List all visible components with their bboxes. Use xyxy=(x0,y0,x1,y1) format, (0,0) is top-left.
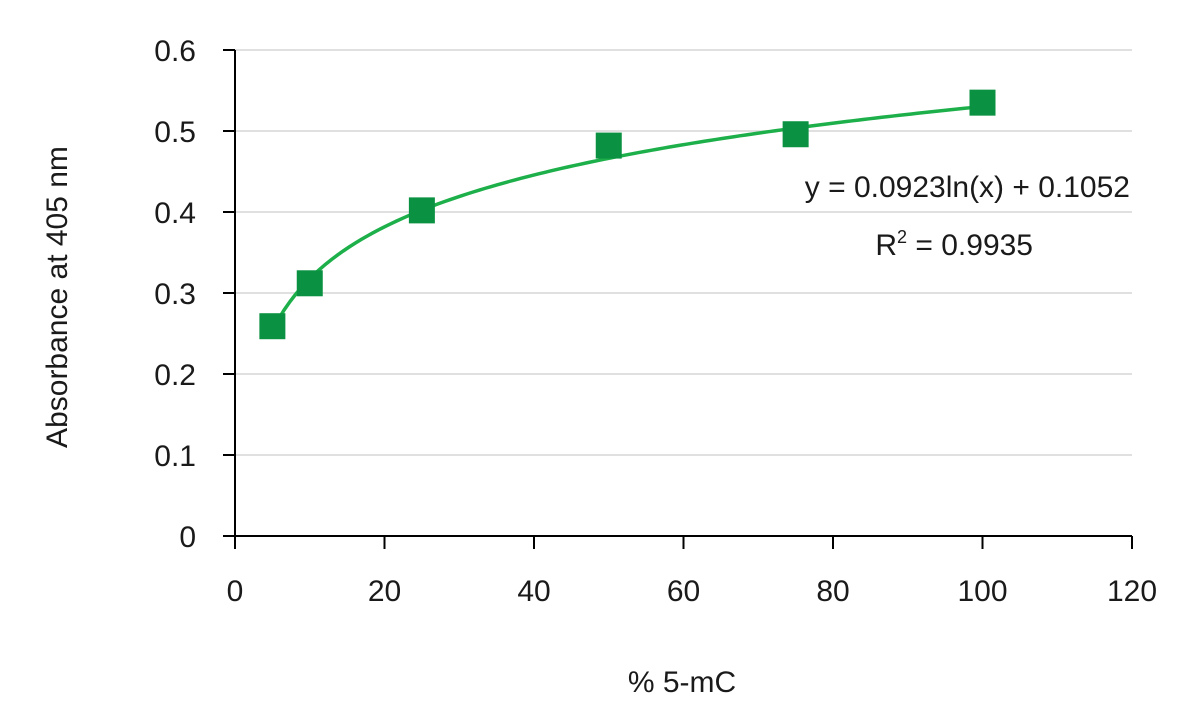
trendline xyxy=(270,104,983,332)
y-tick-label: 0.5 xyxy=(154,116,196,149)
y-tick-label: 0.1 xyxy=(154,440,196,473)
x-tick-label: 100 xyxy=(957,575,1007,608)
r-squared-value: = 0.9935 xyxy=(907,229,1033,262)
x-tick-label: 20 xyxy=(368,575,401,608)
x-axis-title: % 5-mC xyxy=(628,666,736,699)
data-point-marker xyxy=(296,270,323,297)
x-tick-label: 80 xyxy=(816,575,849,608)
gridlines xyxy=(235,49,1132,456)
r-squared-superscript: 2 xyxy=(897,227,907,247)
y-tick-label: 0.6 xyxy=(154,35,196,68)
x-tick-label: 0 xyxy=(227,575,244,608)
x-tick-label: 40 xyxy=(517,575,550,608)
r-squared-base: R xyxy=(875,229,897,262)
data-point-marker xyxy=(408,197,435,224)
data-point-marker xyxy=(595,132,622,159)
r-squared: R2 = 0.9935 xyxy=(875,227,1033,262)
y-tick-label: 0 xyxy=(179,521,196,554)
tick-marks xyxy=(223,49,1133,549)
y-tick-label: 0.3 xyxy=(154,278,196,311)
y-axis-title: Absorbance at 405 nm xyxy=(41,146,74,448)
data-point-marker xyxy=(782,121,809,148)
trendline-equation: y = 0.0923ln(x) + 0.1052 xyxy=(805,171,1130,204)
tick-labels: 0 0.1 0.2 0.3 0.4 0.5 0.6 0 20 40 60 80 100 120 xyxy=(154,35,1157,608)
y-tick-label: 0.2 xyxy=(154,359,196,392)
data-points xyxy=(259,89,996,340)
data-point-marker xyxy=(969,89,996,116)
y-tick-label: 0.4 xyxy=(154,197,196,230)
data-point-marker xyxy=(259,313,286,340)
x-tick-label: 60 xyxy=(667,575,700,608)
x-tick-label: 120 xyxy=(1107,575,1157,608)
